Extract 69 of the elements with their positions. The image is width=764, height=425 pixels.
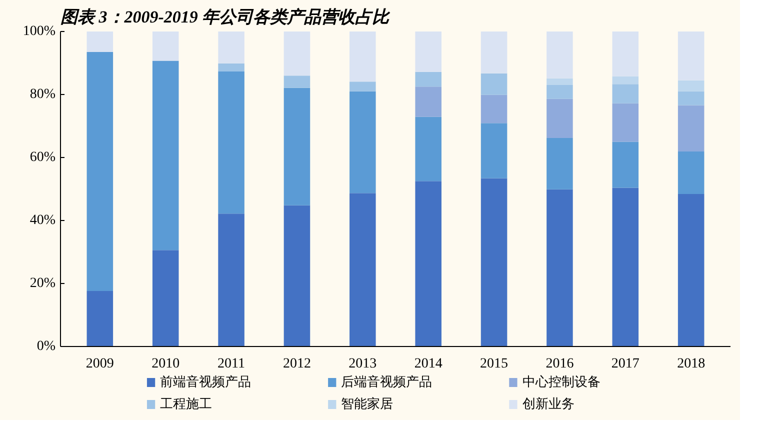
bar xyxy=(415,116,442,182)
legend-label: 创新业务 xyxy=(522,397,574,412)
y-tick-label: 20% xyxy=(30,276,56,291)
x-tick-label: 2010 xyxy=(152,356,180,372)
legend-label: 中心控制设备 xyxy=(522,374,600,390)
legend-label: 智能家居 xyxy=(341,396,394,412)
bar xyxy=(86,32,114,52)
bar xyxy=(218,32,244,64)
bar xyxy=(415,86,442,117)
x-tick-label: 2012 xyxy=(282,356,311,372)
bar xyxy=(546,78,573,86)
y-tick-label: 80% xyxy=(30,87,56,102)
bar xyxy=(284,32,310,76)
bar xyxy=(546,98,573,138)
bar xyxy=(546,138,573,190)
bar xyxy=(152,60,179,250)
bar xyxy=(284,76,310,88)
legend-label: 工程施工 xyxy=(160,397,212,412)
bar xyxy=(480,123,508,178)
bar xyxy=(86,52,114,292)
x-tick-label: 2015 xyxy=(480,356,508,372)
legend-label: 后端音视频产品 xyxy=(341,375,432,390)
chart-title: 图表 3：2009-2019 年公司各类产品营收占比 xyxy=(60,8,392,26)
bar xyxy=(152,32,179,61)
bar xyxy=(284,88,310,206)
bar xyxy=(86,291,114,346)
bar xyxy=(350,82,376,92)
bar xyxy=(415,72,442,87)
bar xyxy=(480,32,508,74)
bar xyxy=(546,189,573,346)
bar xyxy=(546,32,573,78)
bar xyxy=(350,193,376,346)
bar xyxy=(284,205,310,346)
bar xyxy=(350,91,376,194)
bar xyxy=(612,32,639,76)
bar xyxy=(350,32,376,82)
bar xyxy=(612,76,639,84)
bar xyxy=(218,63,244,72)
bar xyxy=(678,194,704,346)
legend-label: 前端音视频产品 xyxy=(160,375,252,390)
x-tick-label: 2018 xyxy=(677,356,706,372)
bar xyxy=(678,80,704,92)
y-tick-label: 60% xyxy=(30,150,56,165)
bar xyxy=(546,85,573,99)
y-tick-label: 0% xyxy=(36,339,56,354)
bar xyxy=(612,84,639,104)
x-tick-label: 2009 xyxy=(86,356,114,372)
y-tick-label: 40% xyxy=(30,213,56,228)
x-tick-label: 2016 xyxy=(546,356,574,372)
bar xyxy=(480,94,508,124)
bar xyxy=(218,72,244,214)
bar xyxy=(678,152,704,194)
x-tick-label: 2011 xyxy=(218,356,246,372)
bar xyxy=(152,250,179,346)
x-tick-label: 2014 xyxy=(414,356,442,372)
x-tick-label: 2017 xyxy=(611,356,640,372)
bar xyxy=(612,142,639,188)
x-tick-label: 2013 xyxy=(348,356,377,372)
bar xyxy=(218,214,244,346)
bar xyxy=(678,91,704,106)
y-tick-label: 100% xyxy=(22,24,56,39)
bar xyxy=(415,181,442,346)
bar xyxy=(415,32,442,72)
bar xyxy=(678,105,704,152)
bar xyxy=(678,32,704,80)
bar xyxy=(612,188,639,346)
bar xyxy=(480,73,508,95)
bar xyxy=(480,178,508,346)
bar xyxy=(612,103,639,142)
